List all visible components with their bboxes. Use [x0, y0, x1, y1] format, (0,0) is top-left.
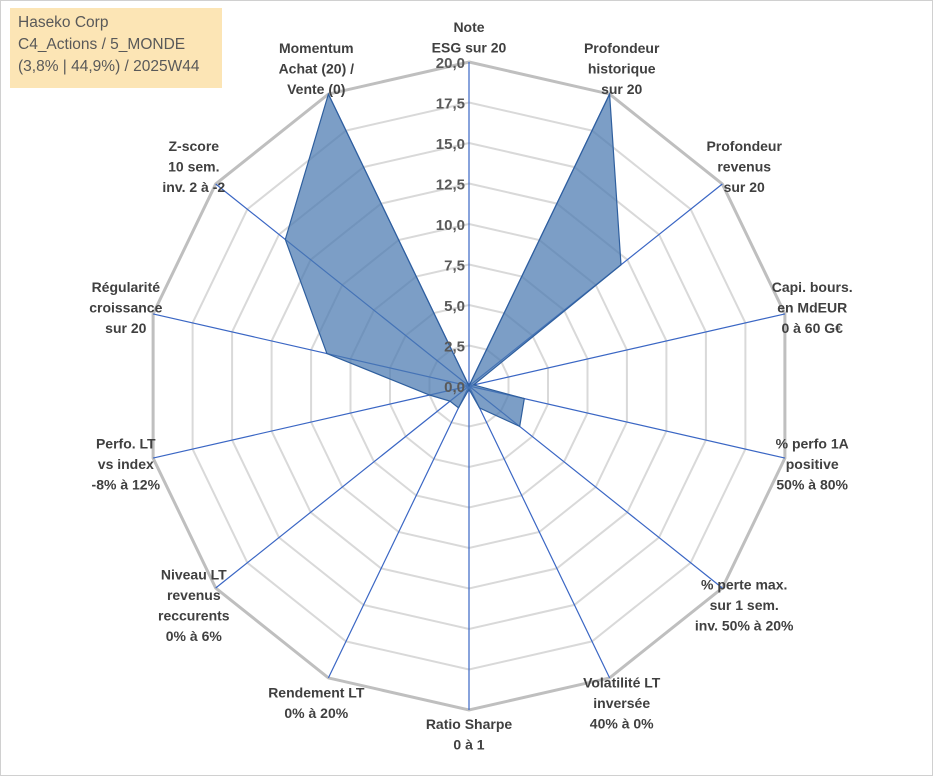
axis-label-5: % perte max.: [701, 577, 787, 593]
axis-label-11: croissance: [89, 299, 162, 315]
axis-label-13: Vente (0): [287, 81, 345, 97]
axis-label-13: Achat (20) /: [279, 61, 355, 77]
spoke-10: [152, 385, 470, 459]
axis-label-5: inv. 50% à 20%: [695, 618, 794, 634]
series-layer: [284, 91, 622, 428]
axis-label-13: Momentum: [279, 40, 354, 56]
axis-label-10: vs index: [98, 456, 154, 472]
axis-label-1: sur 20: [601, 81, 642, 97]
axis-label-7: Ratio Sharpe: [426, 716, 513, 732]
axis-label-12: 10 sem.: [168, 158, 219, 174]
spoke-6: [468, 385, 611, 679]
axis-label-9: 0% à 6%: [166, 628, 223, 644]
axis-label-9: revenus: [167, 587, 221, 603]
axis-label-12: Z-score: [169, 138, 220, 154]
spoke-9: [215, 385, 470, 589]
axis-label-3: en MdEUR: [777, 299, 847, 315]
axis-label-9: Niveau LT: [161, 567, 227, 583]
axis-label-11: sur 20: [105, 320, 146, 336]
tick-label: 12,5: [436, 177, 465, 194]
axis-label-7: 0 à 1: [453, 737, 484, 753]
axis-label-3: 0 à 60 G€: [781, 320, 843, 336]
axis-label-12: inv. 2 à -2: [162, 179, 225, 195]
axis-label-10: Perfo. LT: [96, 436, 156, 452]
category-label: C4_Actions / 5_MONDE: [18, 36, 186, 53]
axis-label-0: Note: [453, 19, 484, 35]
company-name: Haseko Corp: [18, 14, 109, 31]
axis-label-6: 40% à 0%: [590, 715, 654, 731]
info-box: Haseko Corp C4_Actions / 5_MONDE (3,8% |…: [10, 8, 222, 88]
axis-label-10: -8% à 12%: [92, 477, 161, 493]
tick-label: 5,0: [444, 298, 465, 315]
tick-label: 0,0: [444, 379, 465, 396]
axis-label-layer: Note ESG sur 20 Profondeur historique sur 20…: [89, 19, 852, 753]
axis-label-6: inversée: [593, 695, 650, 711]
tick-layer: 0,0 2,5 5,0 7,5 10,0 12,5 15,0 17,5 20,0: [436, 55, 465, 396]
axis-label-4: 50% à 80%: [776, 477, 848, 493]
axis-label-3: Capi. bours.: [772, 279, 853, 295]
axis-label-2: sur 20: [724, 179, 765, 195]
period-label: (3,8% | 44,9%) / 2025W44: [18, 58, 200, 75]
axis-label-8: 0% à 20%: [284, 705, 348, 721]
spoke-3: [468, 313, 786, 387]
axis-label-5: sur 1 sem.: [710, 597, 779, 613]
tick-label: 2,5: [444, 339, 465, 356]
spoke-8: [327, 385, 470, 679]
axis-label-6: Volatilité LT: [583, 674, 661, 690]
axis-label-1: Profondeur: [584, 40, 660, 56]
axis-label-1: historique: [588, 61, 656, 77]
tick-label: 15,0: [436, 136, 465, 153]
axis-label-8: Rendement LT: [268, 685, 365, 701]
axis-label-11: Régularité: [92, 279, 161, 295]
tick-label: 17,5: [436, 96, 465, 113]
tick-label: 10,0: [436, 217, 465, 234]
axis-label-9: reccurents: [158, 608, 230, 624]
axis-label-2: Profondeur: [706, 138, 782, 154]
tick-label: 7,5: [444, 258, 465, 275]
axis-label-0: ESG sur 20: [432, 40, 507, 56]
axis-label-4: positive: [786, 456, 839, 472]
axis-label-2: revenus: [717, 158, 771, 174]
axis-label-4: % perfo 1A: [776, 436, 849, 452]
tick-label: 20,0: [436, 55, 465, 72]
